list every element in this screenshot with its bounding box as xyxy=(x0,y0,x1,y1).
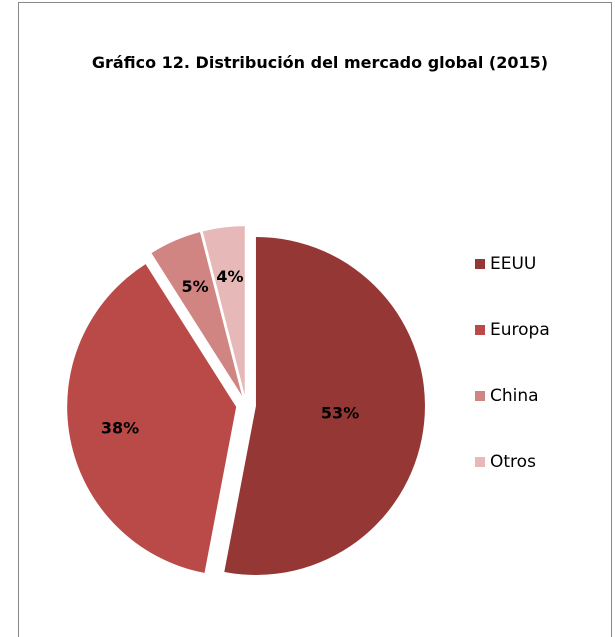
chart-title: Gráfico 12. Distribución del mercado glo… xyxy=(91,53,549,72)
pie-slice xyxy=(224,236,425,575)
pie-slice xyxy=(151,232,243,396)
data-label: 5% xyxy=(181,277,208,296)
legend-swatch xyxy=(475,259,485,269)
legend-swatch xyxy=(475,325,485,335)
legend-label: Otros xyxy=(490,452,536,472)
legend-label: China xyxy=(490,386,539,406)
chart-frame xyxy=(18,2,612,637)
pie-slice xyxy=(202,226,245,396)
legend-label: EEUU xyxy=(490,254,536,274)
data-label: 38% xyxy=(101,419,139,438)
data-label: 53% xyxy=(321,403,359,422)
data-label: 4% xyxy=(216,267,243,286)
legend-swatch xyxy=(475,457,485,467)
legend-swatch xyxy=(475,391,485,401)
legend-label: Europa xyxy=(490,320,550,340)
pie-slice xyxy=(67,264,237,573)
